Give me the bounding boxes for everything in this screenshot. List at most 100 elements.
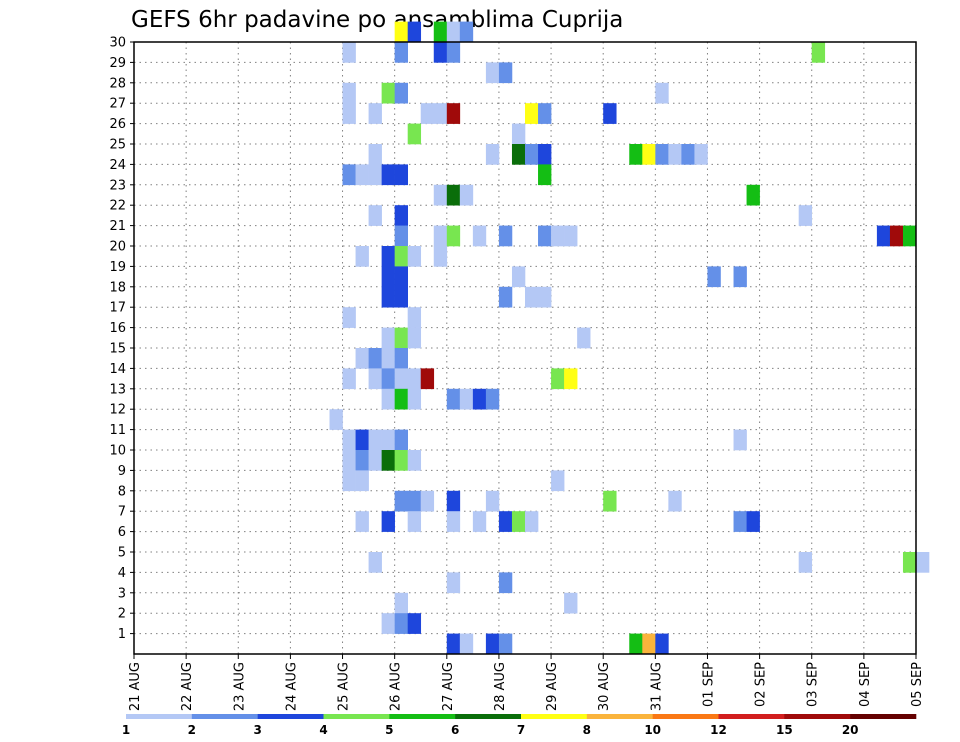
- heatmap-cell: [603, 490, 617, 512]
- heatmap-cell: [902, 552, 917, 573]
- heatmap-cell: [472, 511, 487, 532]
- heatmap-cell: [642, 144, 656, 165]
- heatmap-cell: [355, 164, 369, 186]
- heatmap-cell: [485, 144, 500, 165]
- legend-tick-label: 10: [644, 723, 661, 737]
- x-tick-label: 28 AUG: [493, 662, 508, 711]
- heatmap-cell: [381, 82, 395, 104]
- heatmap-cell: [381, 368, 395, 390]
- heatmap-cell: [407, 123, 422, 145]
- y-tick-label: 16: [109, 321, 126, 336]
- heatmap-cell: [407, 511, 422, 532]
- heatmap-cell: [668, 490, 682, 512]
- heatmap-cell: [394, 21, 408, 43]
- x-tick-label: 04 SEP: [858, 662, 873, 707]
- y-tick-label: 22: [109, 199, 126, 214]
- heatmap-cell: [407, 368, 422, 390]
- heatmap-cell: [485, 490, 500, 512]
- heatmap-cells: [329, 21, 930, 655]
- y-tick-label: 18: [109, 280, 126, 295]
- heatmap-cell: [433, 184, 448, 206]
- heatmap-cell: [394, 490, 408, 512]
- legend-tick-label: 3: [253, 723, 261, 737]
- legend-tick-label: 1: [122, 723, 130, 737]
- y-tick-label: 8: [118, 484, 126, 499]
- legend-swatch: [718, 714, 785, 719]
- heatmap-cell: [511, 266, 526, 288]
- y-tick-label: 2: [118, 607, 126, 622]
- heatmap-cell: [525, 286, 539, 308]
- heatmap-cell: [381, 511, 395, 532]
- heatmap-cell: [368, 552, 382, 573]
- heatmap-cell: [629, 144, 643, 165]
- heatmap-cell: [446, 490, 461, 512]
- y-tick-label: 5: [118, 546, 126, 561]
- heatmap-cell: [916, 552, 930, 573]
- heatmap-cell: [564, 592, 578, 614]
- x-tick-label: 05 SEP: [910, 662, 925, 707]
- heatmap-cell: [603, 103, 617, 124]
- legend-tick-label: 12: [710, 723, 727, 737]
- heatmap-cell: [329, 409, 343, 430]
- heatmap-cell: [798, 552, 813, 573]
- heatmap-cell: [433, 246, 448, 267]
- heatmap-cell: [394, 450, 408, 471]
- heatmap-cell: [368, 348, 382, 369]
- y-tick-label: 14: [109, 362, 126, 377]
- legend-swatch: [257, 714, 324, 719]
- heatmap-cell: [681, 144, 695, 165]
- legend-tick-label: 8: [583, 723, 591, 737]
- heatmap-cell: [876, 225, 891, 247]
- heatmap-cell: [511, 123, 526, 145]
- y-tick-label: 30: [109, 36, 126, 51]
- heatmap-cell: [446, 388, 461, 410]
- y-tick-label: 10: [109, 444, 126, 459]
- y-tick-label: 7: [118, 505, 126, 520]
- heatmap-cell: [746, 184, 760, 206]
- legend-swatch: [652, 714, 719, 719]
- heatmap-cell: [407, 21, 422, 43]
- heatmap-cell: [394, 246, 408, 267]
- x-tick-label: 23 AUG: [232, 662, 247, 711]
- heatmap-cell: [433, 21, 448, 43]
- heatmap-cell: [394, 388, 408, 410]
- legend-swatch: [521, 714, 588, 719]
- legend-tick-label: 7: [517, 723, 525, 737]
- heatmap-cell: [381, 266, 395, 288]
- heatmap-cell: [446, 21, 461, 43]
- x-tick-label: 30 AUG: [597, 662, 612, 711]
- heatmap-cell: [433, 103, 448, 124]
- heatmap-cell: [446, 572, 461, 594]
- y-tick-label: 15: [109, 342, 126, 357]
- heatmap-cell: [368, 144, 382, 165]
- legend-tick-label: 6: [451, 723, 459, 737]
- heatmap-cell: [381, 286, 395, 308]
- heatmap-cell: [407, 613, 422, 634]
- heatmap-cell: [485, 633, 500, 655]
- heatmap-cell: [368, 450, 382, 471]
- heatmap-cell: [394, 327, 408, 349]
- heatmap-cell: [511, 144, 526, 165]
- legend-swatch: [389, 714, 456, 719]
- heatmap-cell: [694, 144, 708, 165]
- y-axis-ticks: 1234567891011121314151617181920212223242…: [109, 36, 134, 642]
- heatmap-cell: [564, 368, 578, 390]
- heatmap-cell: [394, 82, 408, 104]
- heatmap-cell: [342, 429, 356, 451]
- y-tick-label: 12: [109, 403, 126, 418]
- y-tick-label: 6: [118, 525, 126, 540]
- heatmap-cell: [733, 511, 747, 532]
- heatmap-cell: [342, 470, 356, 492]
- heatmap-cell: [381, 388, 395, 410]
- legend-swatch: [323, 714, 390, 719]
- heatmap-cell: [446, 511, 461, 532]
- heatmap-cell: [446, 633, 461, 655]
- heatmap-cell: [342, 164, 356, 186]
- y-tick-label: 29: [109, 56, 126, 71]
- heatmap-cell: [511, 511, 526, 532]
- y-tick-label: 23: [109, 178, 126, 193]
- heatmap-cell: [407, 388, 422, 410]
- heatmap-cell: [498, 572, 513, 594]
- heatmap-cell: [551, 225, 565, 247]
